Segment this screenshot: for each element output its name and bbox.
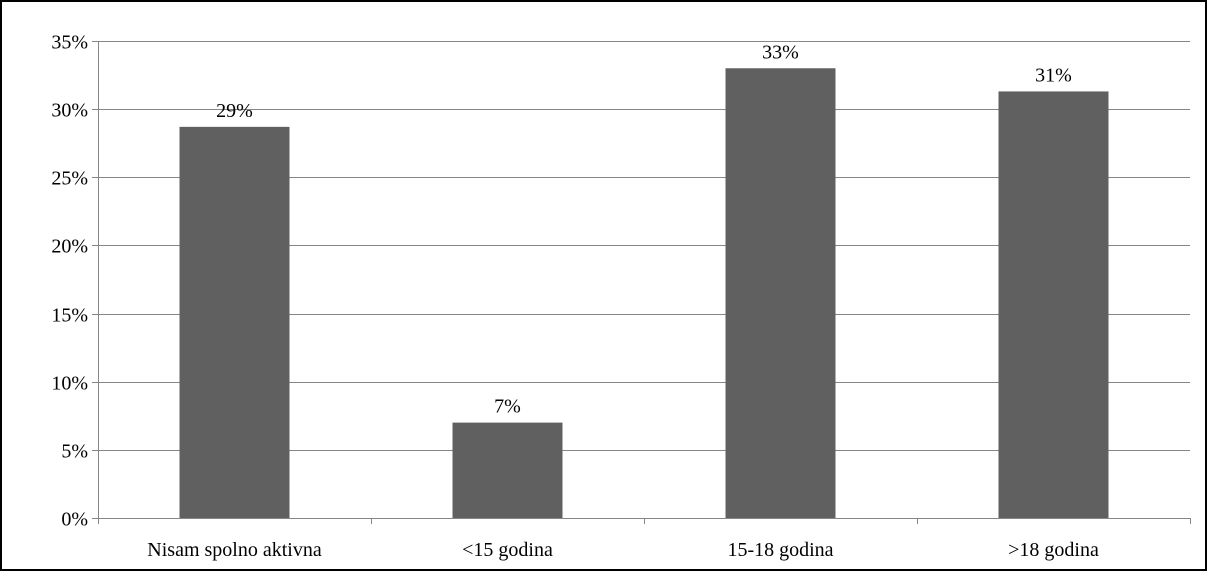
bar-2 xyxy=(725,68,836,518)
y-tick-label-5: 25% xyxy=(51,168,88,190)
bars xyxy=(179,68,1109,519)
x-tick-label-2: 15-18 godina xyxy=(727,539,833,561)
labels: 0% 5% 10% 15% 20% 25% 30% 35% 29% Nisam spolno ak… xyxy=(51,32,1099,562)
x-tick-label-1: <15 godina xyxy=(462,539,553,561)
bar-0 xyxy=(179,126,290,519)
y-tick-label-2: 10% xyxy=(51,373,88,395)
data-label-2: 33% xyxy=(762,41,799,63)
bar-1 xyxy=(452,422,563,518)
axes xyxy=(92,41,1191,524)
x-tick-label-3: >18 godina xyxy=(1008,539,1099,561)
data-label-3: 31% xyxy=(1035,64,1072,86)
y-tick-label-1: 5% xyxy=(61,441,88,463)
y-tick-label-0: 0% xyxy=(61,509,88,531)
bar-3 xyxy=(998,91,1109,518)
y-tick-label-3: 15% xyxy=(51,305,88,327)
x-tick-label-0: Nisam spolno aktivna xyxy=(147,539,322,561)
data-label-1: 7% xyxy=(494,396,521,418)
y-tick-label-4: 20% xyxy=(51,236,88,258)
y-tick-label-7: 35% xyxy=(51,32,88,54)
y-tick-label-6: 30% xyxy=(51,100,88,122)
data-label-0: 29% xyxy=(216,100,253,122)
